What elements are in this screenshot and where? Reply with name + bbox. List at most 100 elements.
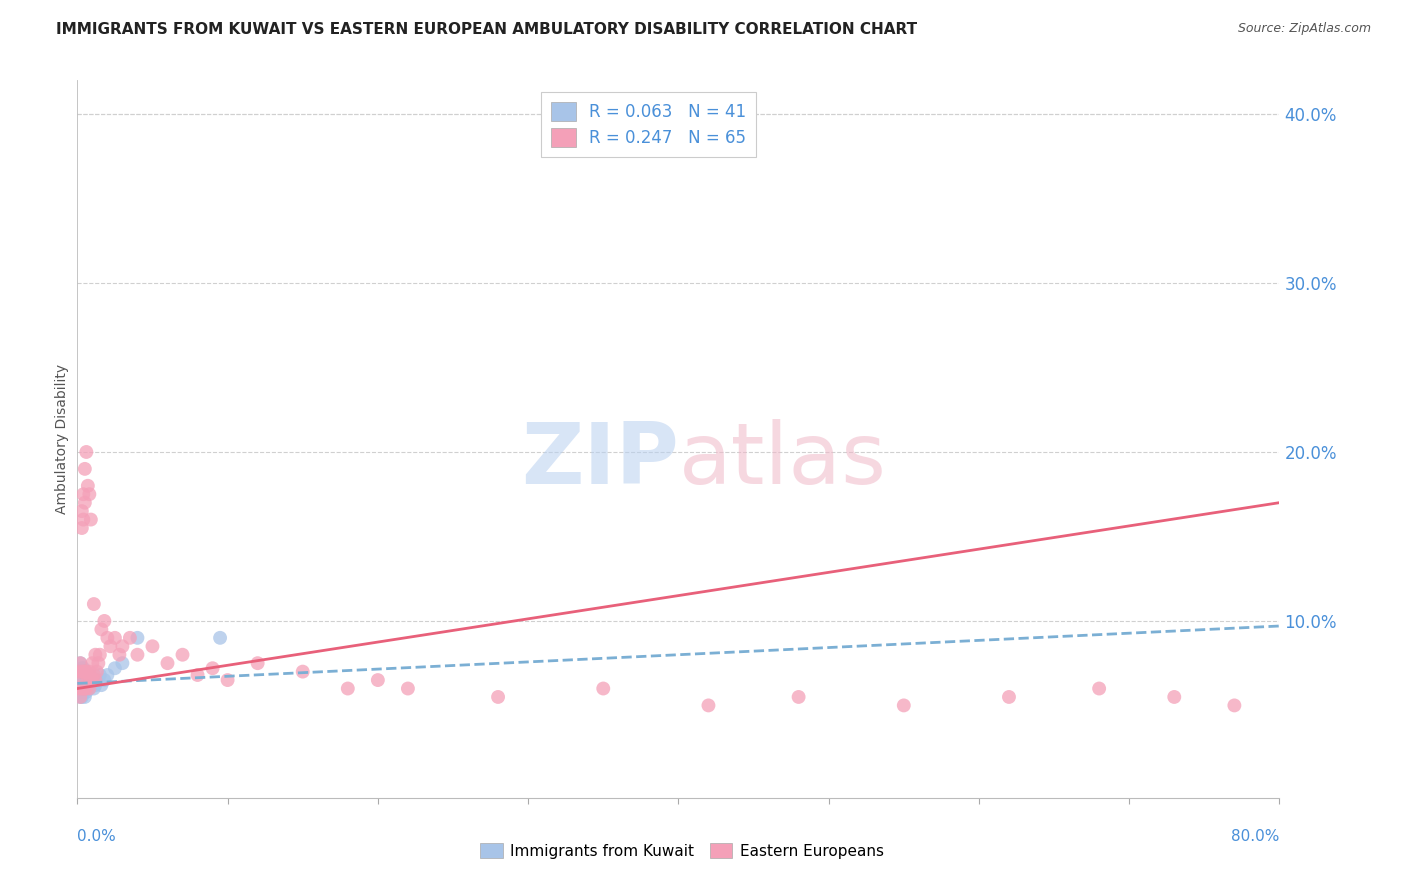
Y-axis label: Ambulatory Disability: Ambulatory Disability — [55, 364, 69, 515]
Point — [82, 674, 104, 689]
Legend: R = 0.063   N = 41, R = 0.247   N = 65: R = 0.063 N = 41, R = 0.247 N = 65 — [541, 92, 756, 157]
Point — [186, 668, 209, 682]
Point — [76, 672, 98, 686]
Point — [291, 665, 314, 679]
Point — [67, 665, 90, 679]
Point — [75, 674, 97, 689]
Point — [69, 665, 91, 679]
Point — [96, 631, 118, 645]
Point — [111, 640, 134, 654]
Point — [67, 665, 90, 679]
Point — [73, 681, 96, 696]
Point — [76, 681, 98, 696]
Point — [336, 681, 359, 696]
Point — [69, 672, 91, 686]
Point — [201, 661, 224, 675]
Point — [72, 681, 94, 696]
Point — [84, 673, 107, 687]
Point — [69, 656, 91, 670]
Point — [73, 665, 96, 679]
Point — [73, 681, 96, 696]
Point — [209, 631, 232, 645]
Point — [72, 672, 94, 686]
Point — [72, 678, 94, 692]
Point — [72, 665, 94, 679]
Text: 80.0%: 80.0% — [1232, 830, 1279, 844]
Point — [118, 631, 141, 645]
Point — [104, 661, 127, 675]
Point — [69, 690, 91, 704]
Point — [79, 665, 101, 679]
Point — [69, 685, 91, 699]
Point — [67, 673, 90, 687]
Point — [70, 661, 93, 675]
Point — [72, 661, 94, 675]
Point — [592, 681, 614, 696]
Point — [82, 656, 104, 670]
Point — [67, 681, 90, 696]
Point — [70, 668, 93, 682]
Point — [82, 673, 104, 687]
Text: ZIP: ZIP — [520, 419, 679, 502]
Point — [69, 690, 91, 704]
Point — [83, 668, 105, 682]
Point — [70, 681, 93, 696]
Point — [787, 690, 810, 704]
Point — [111, 656, 134, 670]
Point — [104, 631, 127, 645]
Point — [72, 512, 94, 526]
Point — [1088, 681, 1111, 696]
Point — [108, 648, 131, 662]
Point — [96, 668, 118, 682]
Text: Source: ZipAtlas.com: Source: ZipAtlas.com — [1237, 22, 1371, 36]
Point — [73, 496, 96, 510]
Point — [486, 690, 509, 704]
Point — [80, 678, 103, 692]
Point — [75, 445, 97, 459]
Point — [83, 681, 105, 696]
Point — [127, 648, 149, 662]
Point — [86, 673, 108, 687]
Point — [69, 673, 91, 687]
Point — [893, 698, 915, 713]
Point — [80, 673, 103, 687]
Point — [73, 462, 96, 476]
Point — [73, 690, 96, 704]
Point — [93, 614, 115, 628]
Point — [127, 631, 149, 645]
Point — [84, 648, 107, 662]
Point — [73, 673, 96, 687]
Point — [70, 690, 93, 704]
Point — [90, 623, 112, 637]
Point — [246, 656, 269, 670]
Text: 0.0%: 0.0% — [77, 830, 117, 844]
Point — [70, 685, 93, 699]
Point — [79, 681, 101, 696]
Point — [73, 665, 96, 679]
Point — [89, 668, 111, 682]
Text: atlas: atlas — [679, 419, 886, 502]
Point — [75, 665, 97, 679]
Point — [1163, 690, 1185, 704]
Point — [367, 673, 389, 687]
Point — [67, 681, 90, 696]
Point — [217, 673, 239, 687]
Point — [998, 690, 1021, 704]
Point — [84, 678, 107, 692]
Point — [100, 640, 122, 654]
Point — [75, 681, 97, 696]
Point — [93, 673, 115, 687]
Point — [72, 487, 94, 501]
Point — [141, 640, 163, 654]
Point — [396, 681, 419, 696]
Point — [83, 597, 105, 611]
Point — [69, 656, 91, 670]
Text: IMMIGRANTS FROM KUWAIT VS EASTERN EUROPEAN AMBULATORY DISABILITY CORRELATION CHA: IMMIGRANTS FROM KUWAIT VS EASTERN EUROPE… — [56, 22, 917, 37]
Point — [79, 681, 101, 696]
Point — [90, 678, 112, 692]
Point — [1223, 698, 1246, 713]
Point — [70, 521, 93, 535]
Point — [87, 656, 110, 670]
Point — [69, 678, 91, 692]
Point — [72, 685, 94, 699]
